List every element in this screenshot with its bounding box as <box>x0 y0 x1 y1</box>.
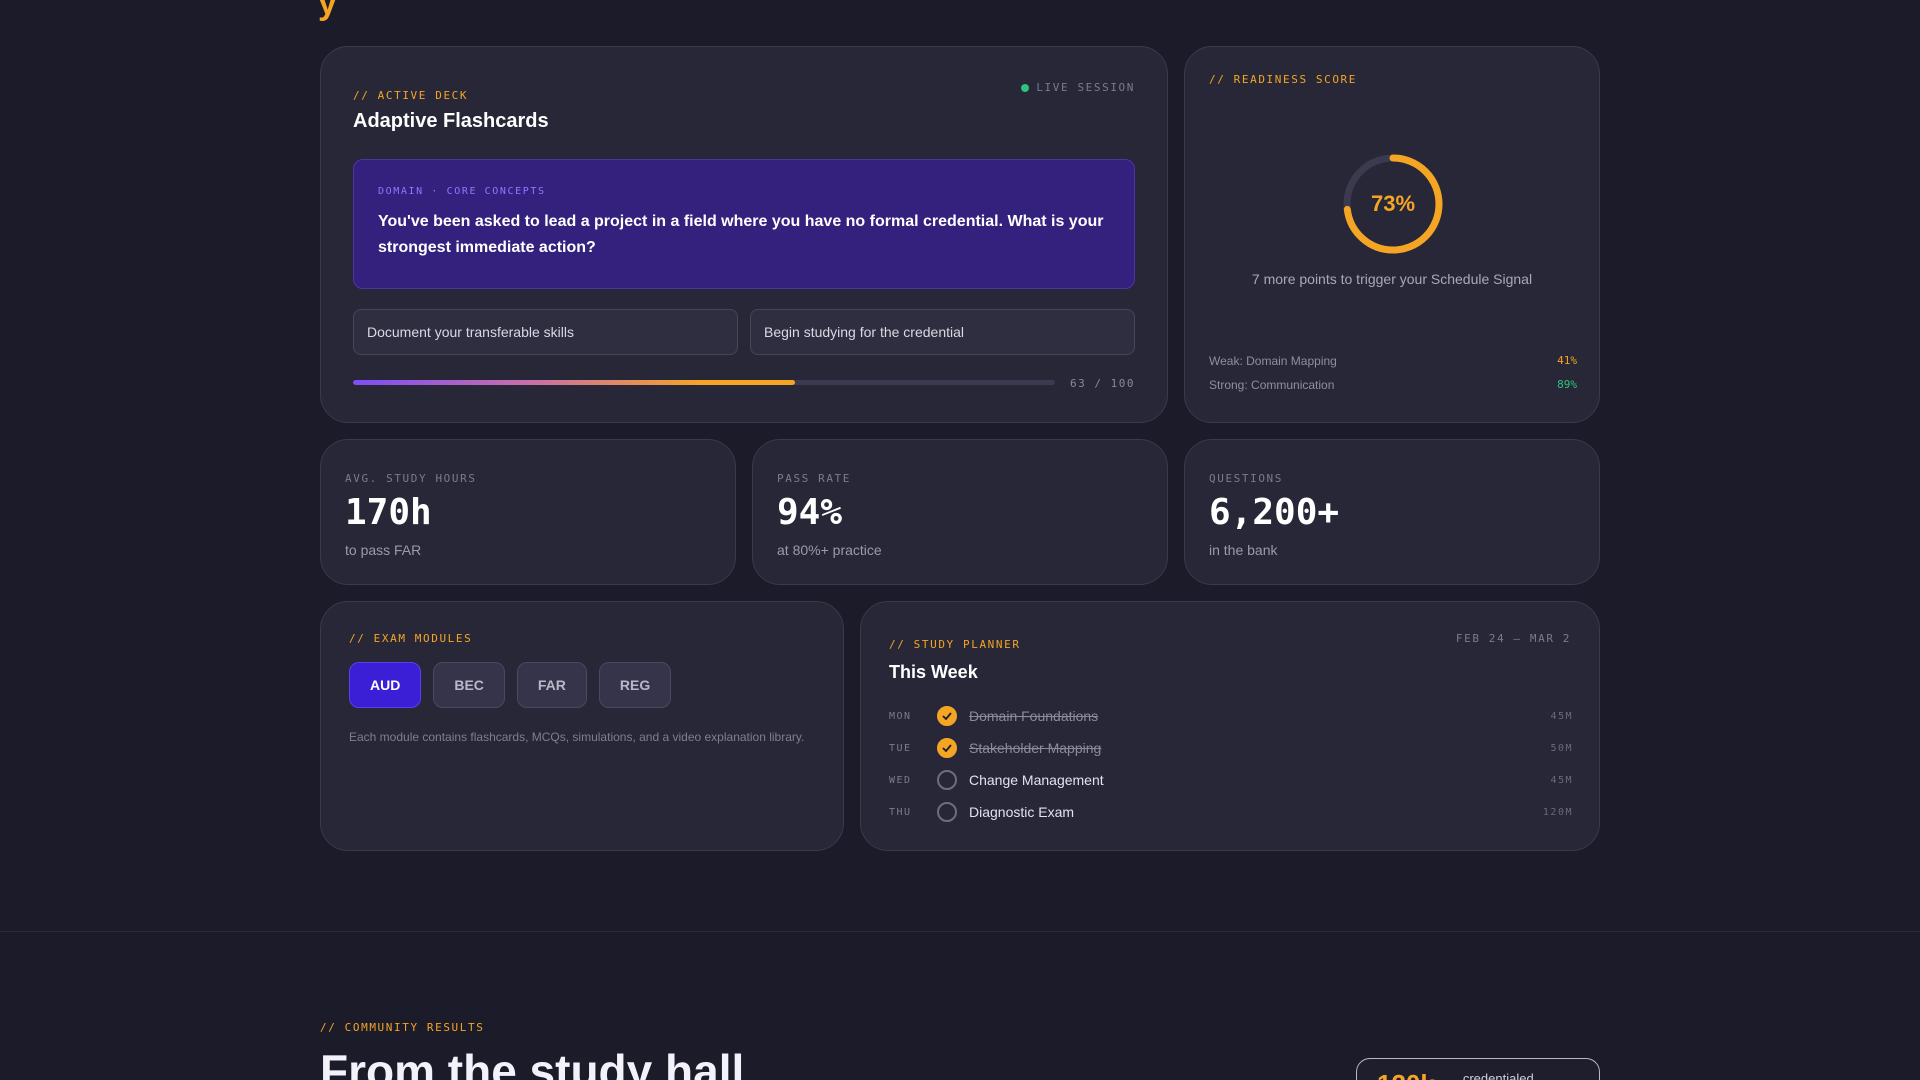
module-tab-bec[interactable]: BEC <box>433 662 505 708</box>
metric-value: 6,200+ <box>1209 492 1340 533</box>
module-tab-far[interactable]: FAR <box>516 662 587 708</box>
exam-modules-card: // EXAM MODULES AUD BEC FAR REG Each mod… <box>320 601 844 851</box>
live-dot-icon <box>1021 83 1030 92</box>
planner-row-mon[interactable]: MON Domain Foundations 45M <box>889 704 1573 728</box>
planner-day: THU <box>889 806 912 818</box>
planner-task: Domain Foundations <box>969 708 1099 724</box>
metric-pass-rate: PASS RATE 94% at 80%+ practice <box>752 439 1168 585</box>
empty-circle-icon[interactable] <box>937 802 957 822</box>
flashcard: DOMAIN · CORE CONCEPTS You've been asked… <box>353 159 1135 289</box>
planner-duration: 45M <box>1550 774 1573 786</box>
flashcard-domain: DOMAIN · CORE CONCEPTS <box>378 186 546 197</box>
weak-stat-row: Weak: Domain Mapping 41% <box>1209 354 1577 368</box>
answer-option-2[interactable]: Begin studying for the credential <box>750 309 1135 355</box>
weak-stat-label: Weak: Domain Mapping <box>1209 354 1337 368</box>
module-tab-reg[interactable]: REG <box>598 662 672 708</box>
metric-label: QUESTIONS <box>1209 472 1284 485</box>
deck-progress-bar <box>353 380 1055 385</box>
deck-progress-count: 63 / 100 <box>1070 377 1135 390</box>
active-deck-card: // ACTIVE DECK Adaptive Flashcards LIVE … <box>320 46 1168 423</box>
metric-questions: QUESTIONS 6,200+ in the bank <box>1184 439 1600 585</box>
metric-value: 94% <box>777 492 843 533</box>
planner-duration: 45M <box>1550 710 1573 722</box>
planner-task: Diagnostic Exam <box>969 804 1075 820</box>
credentialed-count: 120k <box>1377 1071 1435 1080</box>
flashcard-question: You've been asked to lead a project in a… <box>378 213 1104 256</box>
planner-task: Stakeholder Mapping <box>969 740 1102 756</box>
gauge-arc <box>1343 154 1443 254</box>
modules-note: Each module contains flashcards, MCQs, s… <box>349 730 805 744</box>
planner-date-range: FEB 24 – MAR 2 <box>1455 632 1571 645</box>
answer-option-1[interactable]: Document your transferable skills <box>353 309 738 355</box>
deck-title: Adaptive Flashcards <box>353 110 549 132</box>
checkmark-icon[interactable] <box>937 706 957 726</box>
planner-title: This Week <box>889 662 978 682</box>
readiness-gauge <box>1343 154 1443 254</box>
checkmark-icon[interactable] <box>937 738 957 758</box>
readiness-score-card: // READINESS SCORE 73% 7 more points to … <box>1184 46 1600 423</box>
modules-eyebrow: // EXAM MODULES <box>349 632 473 645</box>
strong-stat-row: Strong: Communication 89% <box>1209 378 1577 392</box>
planner-row-wed[interactable]: WED Change Management 45M <box>889 768 1573 792</box>
module-tabs: AUD BEC FAR REG <box>349 662 672 708</box>
planner-eyebrow: // STUDY PLANNER <box>889 638 1021 651</box>
module-tab-aud[interactable]: AUD <box>349 662 422 708</box>
metric-sub: at 80%+ practice <box>777 542 882 558</box>
weak-stat-value: 41% <box>1557 354 1577 367</box>
planner-day: WED <box>889 774 912 786</box>
community-eyebrow: // COMMUNITY RESULTS <box>320 1021 485 1034</box>
planner-row-tue[interactable]: TUE Stakeholder Mapping 50M <box>889 736 1573 760</box>
live-session-indicator: LIVE SESSION <box>1021 81 1135 94</box>
planner-task: Change Management <box>969 772 1104 788</box>
planner-day: TUE <box>889 742 912 754</box>
planner-duration: 120M <box>1542 806 1573 818</box>
logo-fragment: y <box>318 0 337 22</box>
credentialed-label: credentialed <box>1462 1071 1534 1080</box>
metric-study-hours: AVG. STUDY HOURS 170h to pass FAR <box>320 439 736 585</box>
readiness-eyebrow: // READINESS SCORE <box>1209 73 1358 86</box>
credentialed-badge: 120k credentialed <box>1356 1058 1600 1080</box>
metric-label: AVG. STUDY HOURS <box>345 472 477 485</box>
metric-sub: to pass FAR <box>345 542 422 558</box>
metric-value: 170h <box>345 492 432 533</box>
planner-row-thu[interactable]: THU Diagnostic Exam 120M <box>889 800 1573 824</box>
strong-stat-value: 89% <box>1557 378 1577 391</box>
metric-sub: in the bank <box>1209 542 1278 558</box>
readiness-note: 7 more points to trigger your Schedule S… <box>1251 271 1533 287</box>
study-planner-card: // STUDY PLANNER This Week FEB 24 – MAR … <box>860 601 1600 851</box>
readiness-score-value: 73% <box>1370 191 1416 216</box>
section-divider <box>0 931 1920 932</box>
deck-progress-fill <box>353 380 796 385</box>
planner-duration: 50M <box>1550 742 1573 754</box>
live-session-label: LIVE SESSION <box>1036 81 1135 94</box>
strong-stat-label: Strong: Communication <box>1209 378 1335 392</box>
planner-day: MON <box>889 710 912 722</box>
metric-label: PASS RATE <box>777 472 852 485</box>
community-headline: From the study hall <box>320 1045 745 1080</box>
deck-eyebrow: // ACTIVE DECK <box>353 89 469 102</box>
empty-circle-icon[interactable] <box>937 770 957 790</box>
